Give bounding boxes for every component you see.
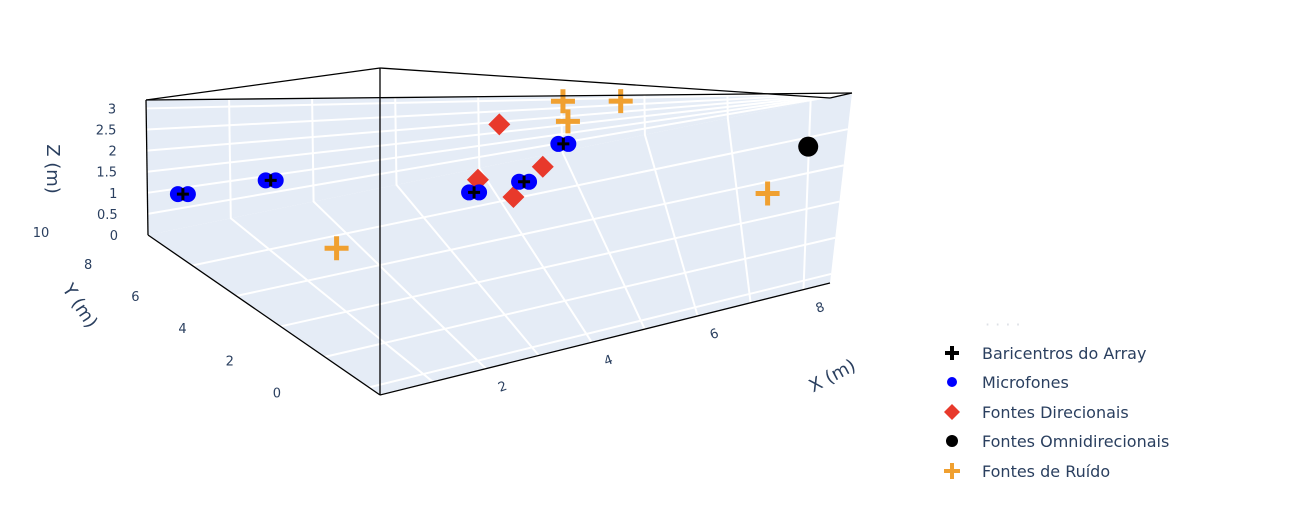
z-tick-label: 0 xyxy=(110,229,118,244)
gridline-y xyxy=(368,272,832,389)
circle-icon xyxy=(946,435,958,447)
y-tick-label: 4 xyxy=(178,322,186,337)
gridline-x xyxy=(477,96,593,343)
back-wall-plane xyxy=(146,93,852,235)
legend-item-fontes-ruido[interactable]: Fontes de Ruído xyxy=(944,462,1110,481)
legend-item-fontes-direcionais[interactable]: Fontes Direcionais xyxy=(944,403,1129,422)
legend-item-microfones[interactable]: Microfones xyxy=(947,373,1069,392)
legend-label: Fontes Omnidirecionais xyxy=(982,432,1169,451)
z-tick-label: 2.5 xyxy=(96,124,117,139)
y-tick-label: 10 xyxy=(33,226,50,241)
array-barycenter-marker xyxy=(557,137,570,150)
y-axis-title: Y (m) xyxy=(57,279,101,332)
gridline-x xyxy=(228,99,434,383)
omnidirectional-source-marker xyxy=(798,136,819,157)
gridline-x xyxy=(560,95,646,330)
cross-icon xyxy=(944,463,960,479)
gridline-z xyxy=(146,92,853,110)
z-axis-title: Z (m) xyxy=(42,144,63,194)
tick-labels: 2 4 6 8 0 2 4 6 8 10 0 0.5 1 1.5 2 2.5 3 xyxy=(33,102,827,401)
array-barycenter-marker xyxy=(176,188,189,201)
z-tick-label: 3 xyxy=(108,102,116,117)
array-barycenter-marker xyxy=(468,186,481,199)
legend-label: Fontes de Ruído xyxy=(982,462,1110,481)
x-tick-label: 8 xyxy=(814,300,827,317)
gridline-y xyxy=(280,200,840,328)
x-tick-label: 4 xyxy=(602,353,615,370)
frame-edge xyxy=(147,234,381,396)
array-barycenter-marker xyxy=(518,175,531,188)
noise-source-marker xyxy=(550,89,575,114)
legend-title-placeholder: · · · · xyxy=(985,315,1021,334)
frame-edge xyxy=(145,99,149,236)
frame-edge xyxy=(145,67,381,101)
diamond-icon xyxy=(944,404,960,420)
cross-icon xyxy=(945,346,959,360)
floor-plane xyxy=(148,93,852,395)
circle-icon xyxy=(947,377,957,387)
y-tick-label: 8 xyxy=(84,258,92,273)
z-tick-label: 0.5 xyxy=(97,208,118,223)
noise-source-marker xyxy=(755,181,780,206)
gridline-y xyxy=(236,164,844,297)
scene-frame xyxy=(145,67,853,396)
legend: · · · · Baricentros do Array Microfones … xyxy=(944,315,1169,481)
directional-source-marker xyxy=(531,155,554,178)
z-tick-label: 1 xyxy=(109,187,117,202)
x-tick-label: 6 xyxy=(708,326,721,343)
frame-edge xyxy=(145,92,853,101)
frame-edge xyxy=(829,92,853,99)
scene-background xyxy=(146,93,852,395)
x-tick-label: 2 xyxy=(496,379,509,396)
gridline-y xyxy=(324,236,836,358)
frame-edge xyxy=(379,67,831,99)
z-tick-label: 1.5 xyxy=(96,166,117,181)
legend-label: Baricentros do Array xyxy=(982,344,1146,363)
z-tick-label: 2 xyxy=(108,145,116,160)
legend-item-baricentros[interactable]: Baricentros do Array xyxy=(945,344,1146,363)
legend-label: Fontes Direcionais xyxy=(982,403,1129,422)
y-tick-label: 0 xyxy=(273,386,281,401)
y-tick-label: 2 xyxy=(226,354,234,369)
gridline-x xyxy=(643,95,699,317)
noise-source-marker xyxy=(608,89,633,114)
legend-label: Microfones xyxy=(982,373,1069,392)
frame-edge xyxy=(379,282,831,396)
array-barycenter-marker xyxy=(264,174,277,187)
noise-source-marker xyxy=(555,109,580,134)
directional-source-marker xyxy=(488,113,511,136)
gridline-x xyxy=(311,98,487,370)
directional-source-marker xyxy=(502,186,525,209)
noise-source-marker xyxy=(324,236,349,261)
legend-item-fontes-omnidirecionais[interactable]: Fontes Omnidirecionais xyxy=(946,432,1169,451)
x-axis-title: X (m) xyxy=(806,355,860,397)
gridline-z xyxy=(147,92,853,215)
y-tick-label: 6 xyxy=(131,290,139,305)
data-markers xyxy=(169,89,819,261)
gridline-z xyxy=(146,92,853,131)
gridline-x xyxy=(394,97,540,357)
